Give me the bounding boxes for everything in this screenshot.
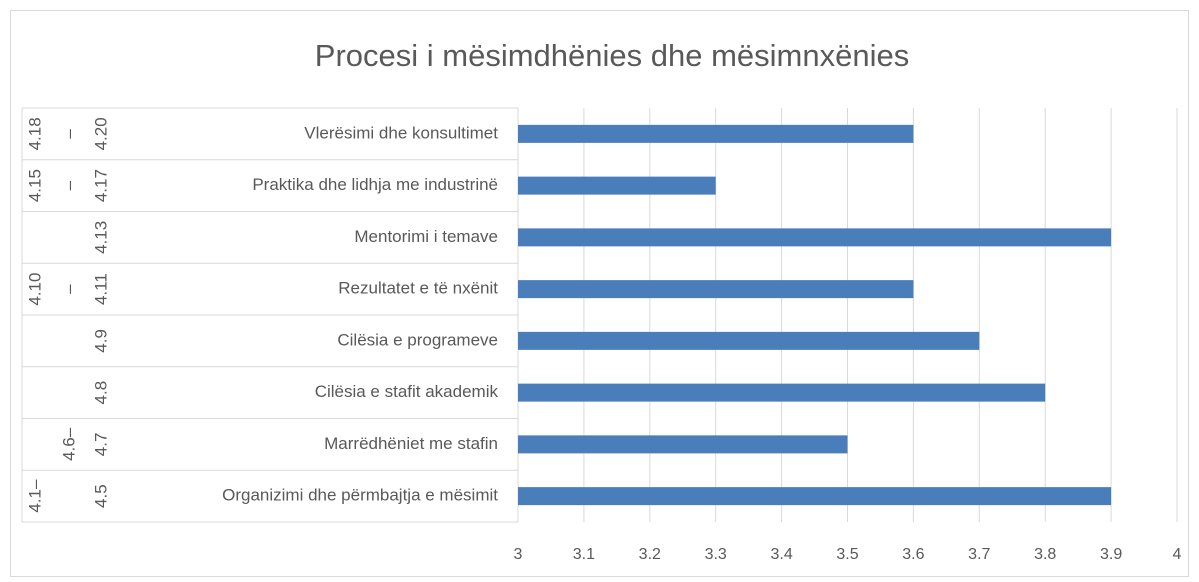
group-label: 4.11 [91, 273, 110, 305]
x-tick-label: 3.7 [968, 546, 990, 563]
group-label: 4.9 [91, 329, 110, 353]
group-label: 4.6– [59, 427, 78, 461]
bar [518, 383, 1046, 402]
group-label: – [59, 284, 78, 294]
y-tick-label: Vlerësimi dhe konsultimet [304, 123, 498, 142]
group-label: 4.18 [25, 117, 44, 150]
group-label: 4.10 [25, 273, 44, 306]
y-tick-label: Mentorimi i temave [354, 227, 498, 246]
group-label: 4.7 [91, 433, 110, 457]
x-tick-label: 4 [1173, 546, 1182, 563]
bar [518, 228, 1112, 247]
y-tick-label: Organizimi dhe përmbajtja e mësimit [222, 486, 498, 505]
bar [518, 331, 980, 350]
bar [518, 176, 716, 195]
bar [518, 124, 914, 143]
group-label: 4.5 [91, 484, 110, 508]
group-label: 4.1– [25, 479, 44, 513]
group-label: 4.13 [91, 221, 110, 254]
x-tick-label: 3.6 [902, 546, 924, 563]
group-label: – [59, 129, 78, 139]
x-tick-label: 3.4 [770, 546, 792, 563]
y-tick-label: Marrëdhëniet me stafin [324, 434, 498, 453]
y-tick-label: Cilësia e programeve [337, 330, 498, 349]
bar [518, 435, 848, 454]
x-tick-label: 3.9 [1100, 546, 1122, 563]
y-tick-label: Praktika dhe lidhja me industrinë [252, 175, 498, 194]
x-tick-label: 3.2 [639, 546, 661, 563]
group-label: – [59, 180, 78, 190]
bar [518, 280, 914, 299]
group-label: 4.17 [91, 169, 110, 202]
x-tick-label: 3.8 [1034, 546, 1056, 563]
x-tick-label: 3.1 [573, 546, 595, 563]
bar [518, 487, 1112, 506]
y-tick-label: Cilësia e stafit akademik [315, 382, 499, 401]
x-tick-label: 3.5 [836, 546, 858, 563]
x-tick-label: 3.3 [705, 546, 727, 563]
group-label: 4.8 [91, 381, 110, 405]
x-tick-label: 3 [514, 546, 523, 563]
group-label: 4.20 [91, 117, 110, 150]
group-label: 4.15 [25, 169, 44, 202]
chart-title: Procesi i mësimdhënies dhe mësimnxënies [315, 38, 909, 73]
y-tick-label: Rezultatet e të nxënit [338, 279, 498, 298]
